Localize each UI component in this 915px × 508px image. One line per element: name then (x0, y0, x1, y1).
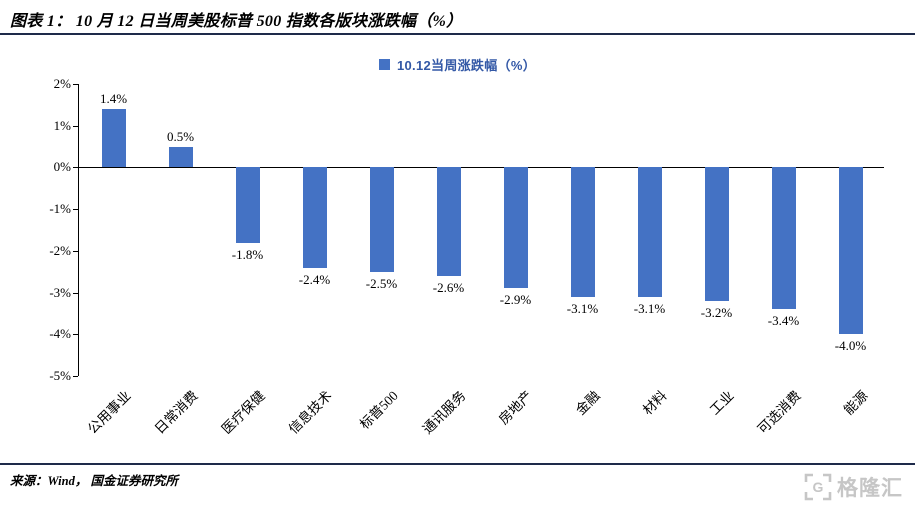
y-tick-mark (73, 209, 78, 210)
y-tick-label: -5% (49, 368, 71, 383)
bar-value-label: -2.5% (365, 275, 398, 291)
y-tick-mark (73, 293, 78, 294)
y-tick-mark (73, 334, 78, 335)
x-category-label: 房地产 (495, 388, 536, 428)
x-category-label: 信息技术 (285, 388, 335, 437)
y-tick-mark (73, 126, 78, 127)
x-category-label: 标普500 (357, 388, 402, 433)
legend-swatch-icon (379, 59, 390, 70)
bar (235, 167, 260, 243)
y-tick-label: -4% (49, 326, 71, 341)
y-tick-label: 1% (53, 118, 71, 133)
watermark-text: 格隆汇 (837, 477, 903, 500)
bar (771, 167, 796, 310)
chart-title: 图表 1： 10 月 12 日当周美股标普 500 指数各版块涨跌幅（%） (10, 13, 463, 30)
x-category-label: 可选消费 (754, 388, 804, 437)
x-category-label: 日常消费 (151, 388, 201, 437)
bar-value-label: -3.4% (767, 313, 800, 329)
bar-value-label: -1.8% (231, 246, 264, 262)
bar (838, 167, 863, 335)
bar (436, 167, 461, 276)
bar-value-label: -3.1% (566, 300, 599, 316)
y-tick-label: 2% (53, 76, 71, 91)
bar (168, 146, 193, 168)
y-tick-mark (73, 251, 78, 252)
gelonghui-logo-icon: G (804, 473, 832, 501)
bar-value-label: 1.4% (99, 91, 128, 107)
gelonghui-watermark: G 格隆汇 (804, 472, 903, 502)
bar-value-label: -2.9% (499, 292, 532, 308)
legend-label: 10.12当周涨跌幅（%） (397, 58, 536, 73)
y-tick-mark (73, 376, 78, 377)
bar-value-label: -3.1% (633, 300, 666, 316)
y-tick-label: 0% (53, 159, 71, 174)
bar (570, 167, 595, 297)
footer-divider (0, 463, 915, 465)
bar (637, 167, 662, 297)
x-category-label: 通讯服务 (419, 388, 469, 437)
y-tick-mark (73, 84, 78, 85)
y-tick-label: -2% (49, 243, 71, 258)
bar-value-label: 0.5% (166, 128, 195, 144)
bar-value-label: -2.4% (298, 271, 331, 287)
y-axis-line (78, 84, 79, 376)
zero-axis-line (78, 167, 884, 168)
title-divider (0, 33, 915, 35)
x-category-label: 公用事业 (84, 388, 134, 437)
y-tick-mark (73, 167, 78, 168)
bar (503, 167, 528, 289)
x-category-label: 医疗保健 (218, 388, 268, 437)
bar-value-label: -3.2% (700, 304, 733, 320)
x-category-label: 能源 (840, 388, 871, 418)
bar (369, 167, 394, 272)
x-category-label: 工业 (706, 388, 737, 418)
svg-text:G: G (813, 479, 824, 495)
bar-value-label: -4.0% (834, 338, 867, 354)
x-category-label: 材料 (639, 388, 670, 418)
y-tick-label: -3% (49, 285, 71, 300)
x-category-label: 金融 (572, 388, 603, 418)
y-tick-label: -1% (49, 201, 71, 216)
bar-value-label: -2.6% (432, 279, 465, 295)
bar (101, 109, 126, 168)
source-note: 来源：Wind， 国金证券研究所 (10, 474, 178, 488)
legend: 10.12当周涨跌幅（%） (0, 55, 915, 74)
bar (704, 167, 729, 301)
bar (302, 167, 327, 268)
